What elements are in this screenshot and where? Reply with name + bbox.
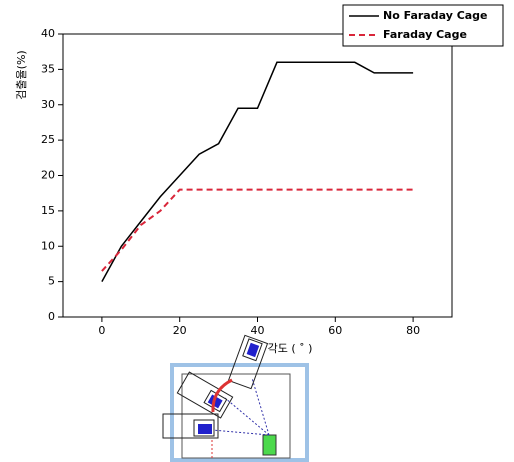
inset-frame	[170, 363, 309, 462]
tag-inner	[198, 424, 212, 434]
y-tick-label: 30	[41, 98, 55, 111]
y-tick-label: 20	[41, 169, 55, 182]
rotation-arrow	[211, 378, 233, 413]
plot-frame	[62, 33, 453, 318]
series-line	[101, 61, 414, 282]
y-tick-label: 40	[41, 27, 55, 40]
tag-rot2	[227, 334, 269, 390]
x-axis-label: 각도 ( ˚ )	[268, 342, 313, 355]
y-tick-label: 15	[41, 204, 55, 217]
x-tick-label: 60	[328, 324, 342, 337]
y-tick-label: 0	[48, 310, 55, 323]
x-tick-label: 40	[251, 324, 265, 337]
y-axis-label: 검출율(%)	[15, 50, 28, 99]
series-line	[101, 188, 414, 272]
tag-box	[162, 413, 219, 439]
legend-label: Faraday Cage	[383, 28, 467, 41]
inset-room	[181, 373, 291, 459]
rays	[211, 377, 270, 436]
x-tick-label: 0	[98, 324, 105, 337]
y-tick-label: 5	[48, 275, 55, 288]
y-tick-label: 25	[41, 133, 55, 146]
y-tick-label: 10	[41, 239, 55, 252]
legend-box	[342, 4, 504, 47]
reader	[262, 434, 277, 456]
y-tick-label: 35	[41, 62, 55, 75]
inset-diagram	[162, 334, 309, 462]
legend-label: No Faraday Cage	[383, 9, 488, 22]
x-tick-label: 80	[406, 324, 420, 337]
x-tick-label: 20	[173, 324, 187, 337]
